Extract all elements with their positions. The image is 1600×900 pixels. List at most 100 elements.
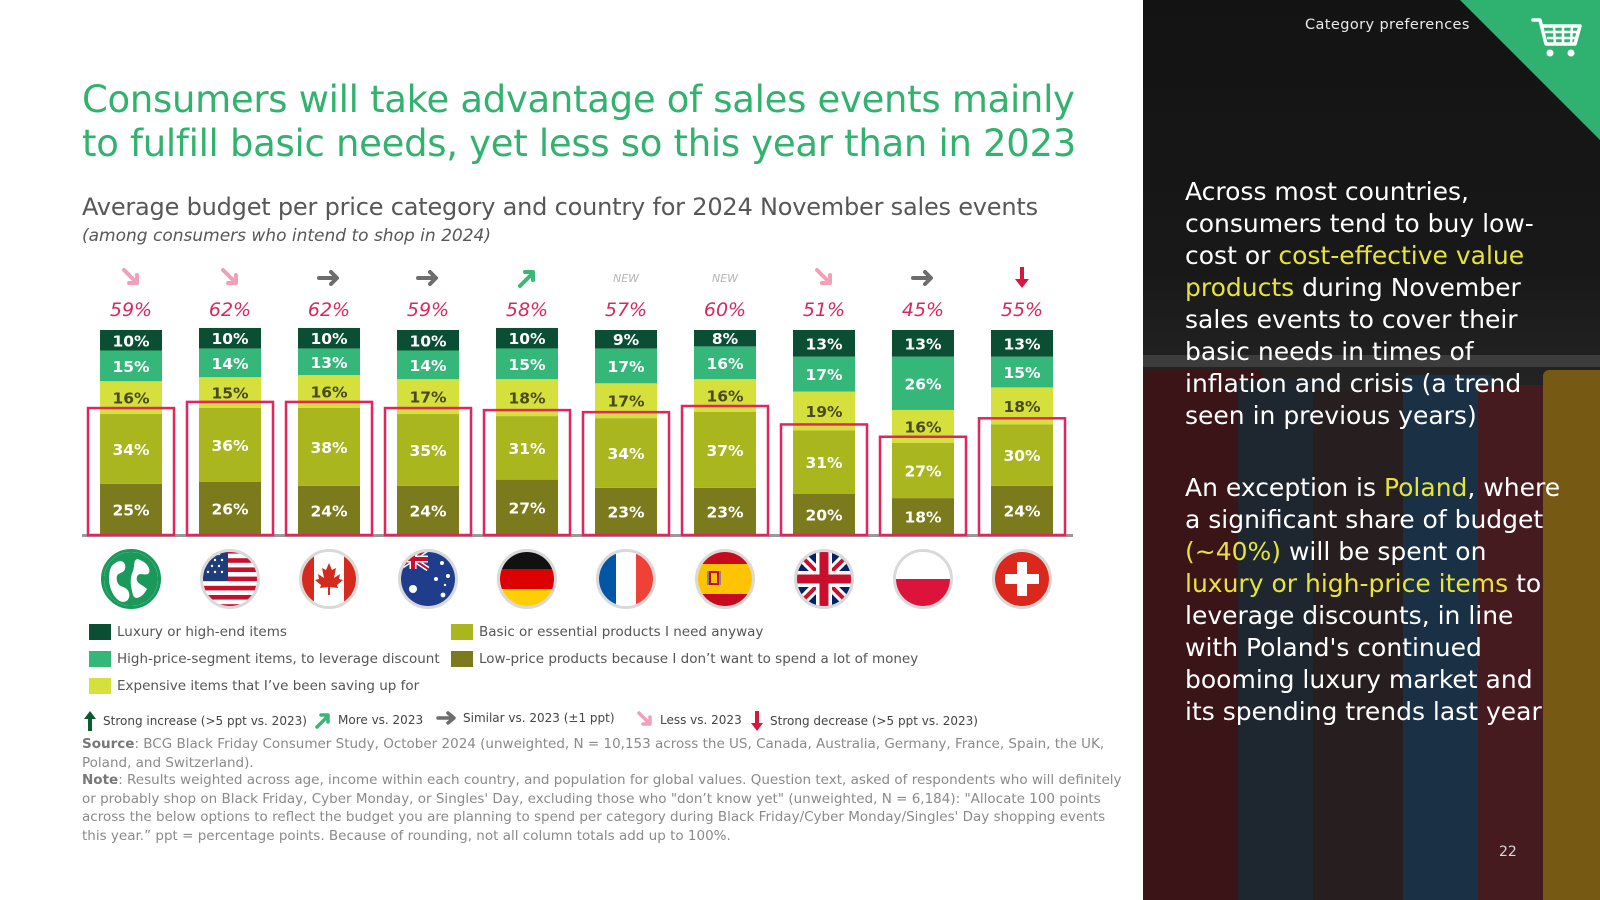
trend-label-less: Less vs. 2023 — [660, 713, 742, 727]
highlight-box — [482, 408, 572, 537]
bar-segment-luxury — [199, 327, 261, 349]
uk-flag-icon-graphic — [797, 552, 851, 606]
bar-segment-basic — [397, 414, 459, 486]
bar-value-label: 16% — [904, 418, 942, 436]
spain-flag-icon — [695, 549, 755, 609]
bar-segment-high-price — [694, 346, 756, 380]
bar-segment-basic — [793, 430, 855, 494]
bar-segment-luxury — [991, 330, 1053, 357]
arrow-right-icon — [416, 270, 438, 286]
bar-segment-basic — [991, 424, 1053, 486]
category-total-label: 62% — [308, 299, 350, 321]
bar-value-label: 8% — [712, 330, 739, 348]
bar-value-label: 37% — [706, 442, 744, 460]
legend-item-basic: Basic or essential products I need anywa… — [451, 624, 763, 640]
arrow-down-right-icon — [221, 268, 238, 285]
bar-segment-low-price — [496, 479, 558, 535]
source-text: : BCG Black Friday Consumer Study, Octob… — [82, 736, 1105, 771]
bar-value-label: 14% — [409, 357, 447, 375]
bar-segment-basic — [892, 442, 954, 499]
panel-highlight: (~40%) — [1185, 537, 1282, 566]
bar-value-label: 31% — [805, 454, 843, 472]
canada-flag-icon-graphic — [302, 552, 356, 606]
bar-value-label: 27% — [508, 499, 546, 517]
bar-segment-low-price — [100, 483, 162, 535]
globe-icon — [101, 549, 161, 609]
bar-segment-basic — [496, 416, 558, 480]
section-label: Category preferences — [1305, 17, 1470, 33]
bar-segment-high-price — [496, 348, 558, 380]
canada-flag-icon — [299, 549, 359, 609]
bar-value-label: 25% — [112, 501, 150, 519]
highlight-box — [779, 423, 869, 537]
arrow-down-icon — [751, 711, 763, 731]
bar-segment-low-price — [595, 487, 657, 535]
legend-swatch-luxury — [89, 624, 111, 640]
bar-segment-low-price — [298, 485, 360, 535]
legend-item-high-price: High-price-segment items, to leverage di… — [89, 651, 440, 667]
bar-value-label: 10% — [310, 330, 348, 348]
panel-text: , where a significant share of budget — [1185, 473, 1561, 534]
highlight-box — [185, 400, 275, 537]
bar-value-label: 17% — [805, 366, 843, 384]
bar-value-label: 13% — [904, 335, 942, 353]
trend-legend-strong-decrease: Strong decrease (>5 ppt vs. 2023) — [749, 710, 978, 732]
chart-svg: 25% 34% 16% 15% 10% 59% 26% 36% 15% 14% 10% 62% 24% 3… — [82, 267, 1073, 537]
legend-swatch-low-price — [451, 651, 473, 667]
bar-value-label: 18% — [1003, 398, 1041, 416]
trend-legend-strong-increase: Strong increase (>5 ppt vs. 2023) — [82, 710, 307, 732]
bar-segment-basic — [595, 418, 657, 488]
bar-value-label: 16% — [706, 388, 744, 406]
bar-value-label: 14% — [211, 355, 249, 373]
stacked-bar-chart: 25% 34% 16% 15% 10% 59% 26% 36% 15% 14% 10% 62% 24% 3… — [82, 267, 1073, 537]
france-flag-icon — [596, 549, 656, 609]
bar-value-label: 36% — [211, 437, 249, 455]
highlight-box — [383, 406, 473, 537]
bar-segment-luxury — [892, 330, 954, 357]
highlight-box — [86, 406, 176, 537]
bar-segment-high-price — [100, 350, 162, 382]
bar-value-label: 19% — [805, 403, 843, 421]
trend-label-more: More vs. 2023 — [338, 713, 424, 727]
legend-item-low-price: Low-price products because I don’t want … — [451, 651, 918, 667]
arrow-right-icon — [911, 270, 933, 286]
bar-value-label: 10% — [409, 332, 447, 350]
bar-segment-basic — [100, 414, 162, 484]
legend-label-luxury: Luxury or high-end items — [117, 624, 287, 640]
legend-label-basic: Basic or essential products I need anywa… — [479, 624, 764, 640]
highlight-box — [284, 400, 374, 537]
bar-value-label: 17% — [607, 358, 645, 376]
bar-segment-high-price — [298, 348, 360, 376]
panel-text: to leverage discounts, in line with Pola… — [1185, 569, 1542, 726]
bar-segment-basic — [199, 407, 261, 482]
arrow-down-right-icon — [122, 268, 139, 285]
category-total-label: 62% — [209, 299, 251, 321]
bar-value-label: 13% — [310, 354, 348, 372]
bar-value-label: 16% — [112, 390, 150, 408]
bar-segment-basic — [298, 407, 360, 486]
bar-value-label: 18% — [508, 390, 546, 408]
bar-segment-low-price — [694, 487, 756, 535]
legend-label-expensive: Expensive items that I’ve been saving up… — [117, 678, 420, 694]
category-total-label: 55% — [1001, 299, 1043, 321]
bar-value-label: 34% — [607, 445, 645, 463]
panel-text: Across most countries, consumers tend to… — [1185, 177, 1534, 270]
bar-value-label: 24% — [310, 502, 348, 520]
page-title: Consumers will take advantage of sales e… — [82, 78, 1077, 165]
legend-swatch-basic — [451, 624, 473, 640]
bar-value-label: 13% — [1003, 335, 1041, 353]
trend-legend-more: More vs. 2023 — [313, 710, 423, 730]
bar-segment-luxury — [694, 330, 756, 347]
legend-item-luxury: Luxury or high-end items — [89, 624, 287, 640]
panel-paragraph-2: An exception is Poland, where a signific… — [1185, 472, 1565, 728]
bar-value-label: 30% — [1003, 447, 1041, 465]
bar-value-label: 23% — [706, 503, 744, 521]
bar-value-label: 10% — [112, 332, 150, 350]
source-footnote: Source: BCG Black Friday Consumer Study,… — [82, 735, 1132, 772]
bar-value-label: 38% — [310, 439, 348, 457]
trend-label-strong-decrease: Strong decrease (>5 ppt vs. 2023) — [770, 714, 978, 728]
panel-highlight: luxury or high-price items — [1185, 569, 1509, 598]
category-total-label: 45% — [902, 299, 944, 321]
legend-label-low-price: Low-price products because I don’t want … — [479, 651, 919, 667]
arrow-down-right-icon — [815, 268, 832, 285]
